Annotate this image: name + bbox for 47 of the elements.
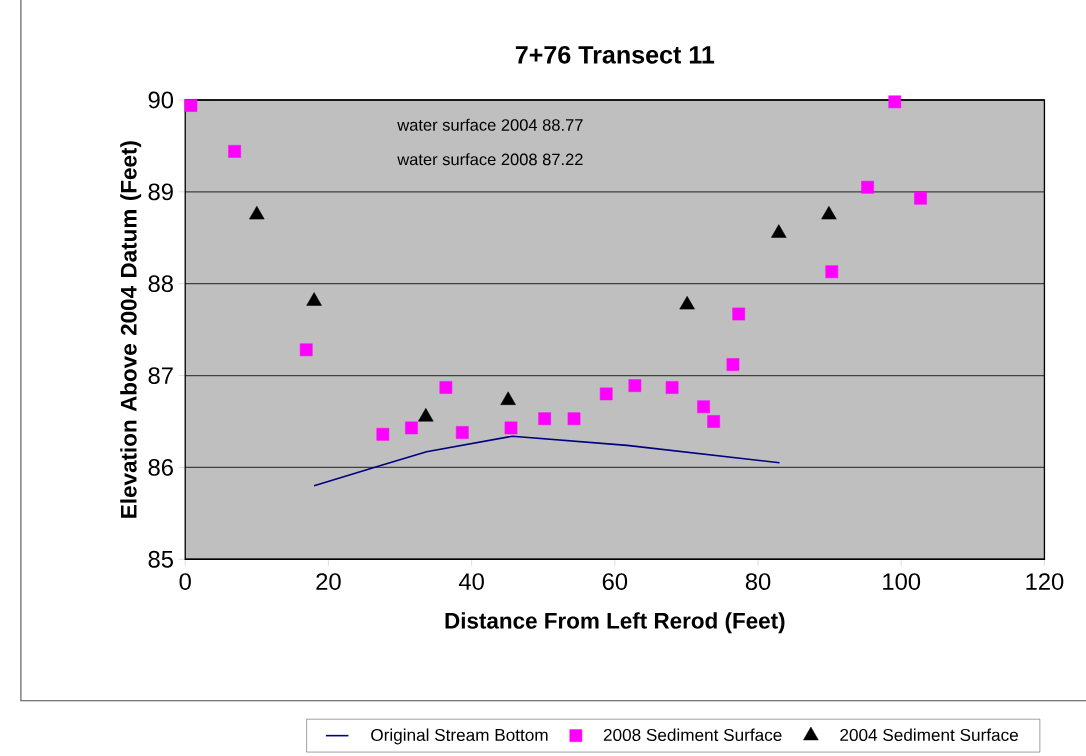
x-tick-label: 80: [745, 573, 771, 590]
chart-title: 7+76 Transect 11: [515, 45, 715, 64]
point: [628, 379, 642, 392]
y-axis-title: Elevation Above 2004 Datum (Feet): [120, 141, 142, 518]
point: [504, 421, 518, 435]
x-tick-label: 100: [883, 573, 921, 590]
y-tick-label: 87: [148, 367, 173, 384]
point: [771, 224, 787, 238]
point: [821, 205, 837, 220]
point: [707, 415, 720, 428]
x-tick-label: 60: [602, 573, 628, 590]
point: [914, 191, 927, 205]
point: [184, 99, 198, 112]
point: [376, 427, 390, 441]
legend-label: 2008 Sediment Surface: [603, 728, 782, 741]
annotation: water surface 2004 88.77: [397, 118, 583, 131]
point: [726, 358, 740, 371]
point: [825, 265, 839, 278]
annotation: water surface 2008 87.22: [397, 153, 583, 166]
point: [732, 307, 746, 321]
point: [306, 292, 322, 306]
point: [249, 205, 265, 220]
point: [228, 144, 241, 158]
y-tick-label: 86: [148, 458, 173, 476]
point: [861, 180, 874, 194]
point: [697, 400, 710, 413]
point: [405, 421, 418, 435]
point: [439, 381, 453, 394]
x-tick-label: 20: [316, 573, 341, 590]
point: [567, 412, 581, 425]
x-tick-label: 40: [458, 573, 484, 590]
x-axis-title: Distance From Left Rerod (Feet): [445, 612, 785, 634]
y-tick-label: 85: [148, 550, 173, 568]
point: [665, 381, 679, 394]
legend-label: 2004 Sediment Surface: [840, 728, 1018, 741]
y-tick-label: 88: [148, 275, 173, 292]
legend-label: Original Stream Bottom: [371, 728, 548, 745]
point: [299, 343, 313, 357]
point: [679, 295, 695, 310]
x-tick-label: 120: [1026, 573, 1064, 590]
x-tick-label: 0: [179, 573, 191, 590]
point: [599, 387, 613, 401]
point: [888, 95, 902, 109]
point: [538, 412, 551, 425]
y-tick-label: 89: [148, 183, 173, 201]
point: [455, 426, 469, 439]
y-tick-label: 90: [148, 91, 174, 109]
